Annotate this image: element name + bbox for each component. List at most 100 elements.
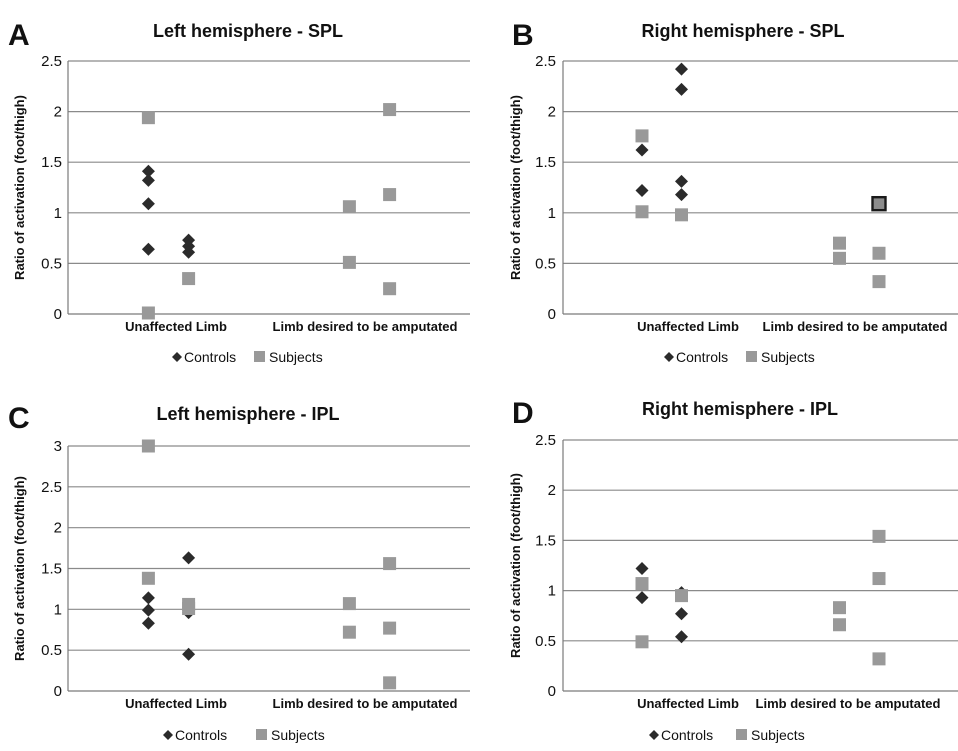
data-point-subjects — [141, 439, 155, 453]
y-tick-label: 0.5 — [535, 255, 556, 272]
legend-controls-label: Controls — [676, 349, 728, 365]
data-point-subjects — [635, 635, 649, 649]
panel-letter: A — [8, 19, 30, 52]
x-category-label: Limb desired to be amputated — [273, 319, 458, 334]
data-point-subjects — [833, 601, 846, 615]
panel-letter: C — [8, 402, 30, 435]
data-point-controls — [141, 591, 155, 605]
data-point-subjects — [635, 205, 649, 219]
y-axis-label: Ratio of activation (foot/thigh) — [508, 473, 523, 658]
panel-letter: D — [512, 397, 534, 430]
data-point-subjects — [342, 625, 356, 639]
data-point-subjects — [675, 208, 688, 222]
x-category-label: Unaffected Limb — [125, 319, 227, 334]
y-tick-label: 2.5 — [535, 432, 556, 449]
y-tick-label: 2 — [54, 520, 62, 537]
y-tick-label: 0.5 — [41, 642, 62, 659]
y-tick-label: 2 — [548, 104, 556, 121]
data-point-subjects — [872, 652, 886, 666]
y-tick-label: 1.5 — [41, 154, 62, 171]
y-tick-label: 0 — [548, 306, 556, 323]
chart-panel-d: D Right hemisphere - IPL 0 0.5 1 1.5 2 2.5 Ratio… — [508, 397, 958, 743]
y-tick-label: 1 — [54, 601, 62, 618]
legend: Controls Subjects — [664, 349, 815, 365]
y-tick-label: 0 — [54, 683, 62, 700]
data-point-subjects — [182, 602, 196, 616]
data-point-subjects — [383, 621, 397, 635]
data-point-controls — [675, 630, 688, 644]
legend-controls-marker — [649, 730, 659, 740]
x-category-label: Unaffected Limb — [125, 696, 227, 711]
data-point-subjects — [342, 255, 356, 269]
data-point-subjects — [383, 282, 397, 296]
data-point-subjects — [833, 251, 846, 265]
x-category-label: Limb desired to be amputated — [273, 696, 458, 711]
y-tick-label: 1 — [548, 205, 556, 222]
chart-panel-c: C Left hemisphere - IPL 0 0.5 1 1.5 2 2.5 3 Ratio… — [8, 402, 470, 743]
data-point-controls — [182, 551, 196, 565]
legend-subjects-label: Subjects — [269, 349, 323, 365]
y-tick-label: 0 — [548, 683, 556, 700]
data-point-controls — [141, 616, 155, 630]
y-tick-label: 2.5 — [535, 53, 556, 70]
y-tick-label: 0.5 — [535, 633, 556, 650]
data-point-controls — [141, 197, 155, 211]
data-point-subjects — [833, 236, 846, 250]
y-tick-label: 0.5 — [41, 255, 62, 272]
data-point-controls — [182, 647, 196, 661]
data-point-subjects — [141, 306, 155, 320]
legend-controls-marker — [172, 352, 182, 362]
x-category-label: Limb desired to be amputated — [756, 696, 941, 711]
x-category-label: Unaffected Limb — [637, 696, 739, 711]
legend: Controls Subjects — [163, 727, 325, 743]
legend-subjects-label: Subjects — [761, 349, 815, 365]
y-tick-label: 3 — [54, 438, 62, 455]
data-point-controls — [635, 143, 649, 157]
y-axis-label: Ratio of activation (foot/thigh) — [508, 95, 523, 280]
data-point-subjects — [141, 111, 155, 125]
y-axis-label: Ratio of activation (foot/thigh) — [12, 476, 27, 661]
data-point-subjects — [635, 577, 649, 591]
data-point-subjects-highlighted — [871, 195, 887, 212]
data-point-subjects — [141, 571, 155, 585]
data-point-controls — [675, 82, 688, 96]
data-point-subjects — [675, 589, 688, 603]
legend-subjects-marker — [736, 729, 747, 740]
data-point-subjects — [833, 618, 846, 632]
chart-title: Left hemisphere - IPL — [156, 404, 339, 424]
chart-title: Left hemisphere - SPL — [153, 21, 343, 41]
y-tick-label: 1.5 — [41, 561, 62, 578]
data-point-controls — [675, 62, 688, 76]
data-point-subjects — [383, 103, 397, 117]
data-point-controls — [141, 173, 155, 187]
data-point-controls — [141, 242, 155, 256]
data-point-subjects — [872, 529, 886, 543]
y-tick-label: 1.5 — [535, 154, 556, 171]
legend-subjects-label: Subjects — [271, 727, 325, 743]
data-point-controls — [635, 562, 649, 576]
chart-panel-b: B Right hemisphere - SPL 0 0.5 1 1.5 2 2.5 Ratio… — [508, 19, 958, 365]
y-tick-label: 2 — [548, 482, 556, 499]
legend-subjects-marker — [746, 351, 757, 362]
data-point-controls — [635, 184, 649, 198]
data-point-controls — [675, 188, 688, 202]
legend-subjects-marker — [254, 351, 265, 362]
y-axis-label: Ratio of activation (foot/thigh) — [12, 95, 27, 280]
legend-subjects-label: Subjects — [751, 727, 805, 743]
legend-controls-marker — [664, 352, 674, 362]
x-category-label: Limb desired to be amputated — [763, 319, 948, 334]
x-category-label: Unaffected Limb — [637, 319, 739, 334]
data-point-subjects — [383, 676, 397, 690]
legend-controls-label: Controls — [661, 727, 713, 743]
y-tick-label: 2 — [54, 104, 62, 121]
data-point-subjects — [383, 188, 397, 202]
chart-title: Right hemisphere - SPL — [641, 21, 844, 41]
legend-controls-marker — [163, 730, 173, 740]
chart-panel-a: A Left hemisphere - SPL 0 0.5 1 1.5 2 2.5 Ratio … — [8, 19, 470, 365]
data-point-subjects — [182, 272, 196, 286]
data-point-controls — [141, 164, 155, 178]
data-point-controls — [675, 174, 688, 188]
data-point-subjects — [872, 275, 886, 289]
